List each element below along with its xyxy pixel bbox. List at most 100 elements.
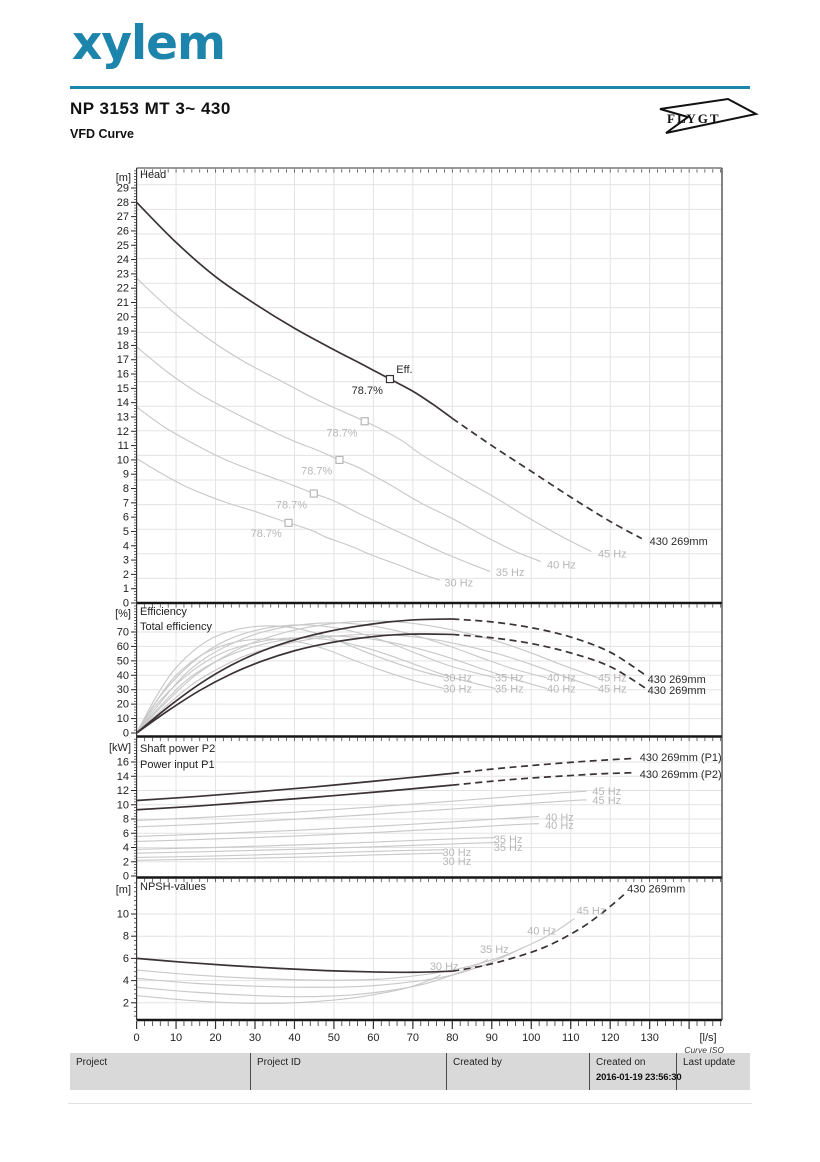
curve-430 269mm-extrapolated	[452, 892, 627, 973]
footer-table: Project Project ID Created by Created on…	[70, 1053, 750, 1090]
curve-annotation: 30 Hz	[442, 856, 471, 868]
best-efficiency-marker	[335, 455, 344, 464]
curve-annotation: 35 Hz	[494, 842, 523, 854]
curve-annotation: 45 Hz	[598, 673, 627, 685]
curve-iso-note: Curve ISO	[684, 1045, 724, 1055]
footer-cell-last-update: Last update	[676, 1053, 750, 1090]
y-tick-label: 7	[123, 497, 129, 509]
x-tick-label: 90	[486, 1032, 498, 1044]
created-on-timestamp: 2016-01-19 23:56:30	[596, 1072, 682, 1083]
x-axis-unit-label: [l/s]	[699, 1032, 716, 1044]
curve-45 Hz	[136, 277, 592, 552]
y-tick-label: 6	[123, 828, 129, 840]
x-tick-label: 10	[170, 1032, 182, 1044]
curve-annotation: 45 Hz	[577, 906, 606, 918]
y-tick-label: 19	[117, 326, 129, 338]
curve-35 Hz P1	[136, 836, 496, 850]
footer-label-created-on: Created on	[596, 1057, 646, 1068]
curve-35 Hz total eff	[136, 637, 496, 734]
curve-annotation: 45 Hz	[598, 549, 627, 561]
y-tick-label: 16	[117, 757, 129, 769]
curve-430 269mm P2-extrapolated	[452, 771, 634, 787]
header-rule	[70, 86, 750, 89]
curve-30 Hz P1	[136, 849, 445, 859]
footer-cell-project: Project	[70, 1053, 250, 1090]
y-tick-label: 10	[117, 799, 129, 811]
curve-annotation: 40 Hz	[527, 926, 556, 938]
y-tick-label: 13	[117, 411, 129, 423]
y-tick-label: 20	[117, 311, 129, 323]
curve-annotation: 78.7%	[251, 528, 282, 540]
y-tick-label: 8	[123, 483, 129, 495]
curve-40 Hz total eff	[136, 635, 548, 734]
panel-title: NPSH-values	[140, 881, 207, 893]
y-tick-label: 10	[117, 713, 129, 725]
curve-annotation: 430 269mm (P2)	[640, 769, 722, 781]
curve-35 Hz eff	[136, 624, 496, 734]
y-axis-unit-label: [kW]	[109, 742, 131, 754]
best-efficiency-marker	[284, 518, 293, 527]
footer-divider-line	[68, 1103, 752, 1104]
curve-annotation: 40 Hz	[547, 673, 576, 685]
curve-430 269mm-extrapolated	[451, 417, 643, 540]
y-tick-label: 18	[117, 340, 129, 352]
y-tick-label: 4	[123, 540, 129, 552]
y-tick-label: 25	[117, 240, 129, 252]
y-tick-label: 4	[123, 842, 129, 854]
y-tick-label: 10	[117, 454, 129, 466]
y-tick-label: 12	[117, 785, 129, 797]
y-tick-label: 11	[118, 440, 129, 452]
y-tick-label: 30	[117, 684, 129, 696]
y-tick-label: 6	[123, 512, 129, 524]
y-tick-label: 28	[117, 197, 129, 209]
curve-annotation: 40 Hz	[547, 683, 576, 695]
curve-30 Hz P2	[136, 852, 445, 861]
curve-30 Hz	[136, 457, 440, 581]
y-tick-label: 23	[117, 268, 129, 280]
curve-annotation: 30 Hz	[444, 577, 473, 589]
curve-annotation: Eff.	[396, 364, 412, 376]
best-efficiency-marker	[360, 417, 369, 426]
xylem-logo: xylem	[72, 16, 226, 71]
curve-annotation: 30 Hz	[443, 673, 472, 685]
y-tick-label: 0	[123, 728, 129, 740]
y-tick-label: 2	[123, 569, 129, 581]
y-tick-label: 29	[117, 183, 129, 195]
curve-430 269mm total eff	[136, 633, 453, 734]
curve-35 Hz P2	[136, 841, 496, 854]
curve-type-subtitle: VFD Curve	[70, 127, 134, 141]
curve-annotation: 430 269mm	[650, 536, 708, 548]
y-axis-unit-label: [m]	[116, 884, 131, 896]
curve-40 Hz P1	[136, 815, 540, 838]
y-tick-label: 6	[123, 953, 129, 965]
curve-annotation: 430 269mm (P1)	[640, 752, 722, 764]
y-tick-label: 2	[123, 856, 129, 868]
footer-label-project-id: Project ID	[257, 1057, 301, 1068]
curve-annotation: 45 Hz	[592, 795, 621, 807]
curve-annotation: 35 Hz	[496, 567, 525, 579]
footer-cell-created-by: Created by	[446, 1053, 589, 1090]
y-tick-label: 14	[117, 397, 129, 409]
curve-annotation: 30 Hz	[443, 683, 472, 695]
footer-label-last-update: Last update	[683, 1057, 736, 1068]
y-tick-label: 8	[123, 931, 129, 943]
curve-annotation: 430 269mm	[627, 883, 685, 895]
curve-annotation: 78.7%	[301, 466, 332, 478]
curve-430 269mm P1	[136, 772, 453, 802]
y-tick-label: 17	[117, 354, 129, 366]
y-tick-label: 70	[117, 626, 129, 638]
curve-45 Hz total eff	[136, 633, 599, 734]
curve-430 269mm eff-extrapolated	[452, 618, 647, 676]
curve-annotation: 78.7%	[326, 428, 357, 440]
curve-annotation: 35 Hz	[480, 944, 509, 956]
curve-40 Hz	[136, 946, 524, 988]
y-tick-label: 50	[117, 655, 129, 667]
curve-430 269mm eff	[136, 618, 453, 734]
flygt-logo-text: FLYGT	[667, 111, 721, 126]
curve-30 Hz total eff	[136, 638, 445, 734]
y-tick-label: 60	[117, 641, 129, 653]
y-tick-label: 16	[117, 369, 129, 381]
curve-30 Hz eff	[136, 625, 445, 734]
x-tick-label: 30	[249, 1032, 261, 1044]
